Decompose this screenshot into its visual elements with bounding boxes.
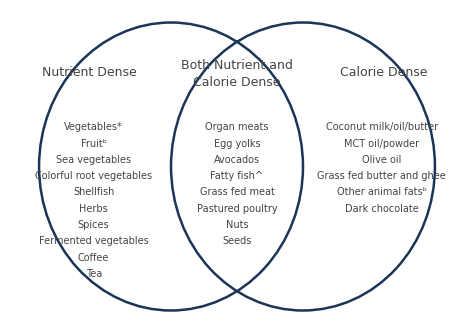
Text: Pastured poultry: Pastured poultry: [197, 204, 277, 214]
Text: Tea: Tea: [85, 269, 102, 279]
Text: Grass fed butter and ghee: Grass fed butter and ghee: [317, 171, 446, 181]
Text: Sea vegetables: Sea vegetables: [56, 155, 131, 165]
Text: Dark chocolate: Dark chocolate: [345, 204, 419, 214]
Text: Fermented vegetables: Fermented vegetables: [39, 236, 148, 246]
Text: Fatty fish^: Fatty fish^: [210, 171, 264, 181]
Text: Shellfish: Shellfish: [73, 187, 114, 197]
Text: Egg yolks: Egg yolks: [214, 139, 260, 149]
Text: Organ meats: Organ meats: [205, 122, 269, 133]
Text: Grass fed meat: Grass fed meat: [200, 187, 274, 197]
Text: Fruitᵇ: Fruitᵇ: [81, 139, 107, 149]
Text: Nutrient Dense: Nutrient Dense: [42, 66, 137, 79]
Text: Spices: Spices: [78, 220, 109, 230]
Text: Avocados: Avocados: [214, 155, 260, 165]
Text: MCT oil/powder: MCT oil/powder: [344, 139, 419, 149]
Text: Colorful root vegetables: Colorful root vegetables: [35, 171, 152, 181]
Text: Coffee: Coffee: [78, 253, 109, 263]
Text: Herbs: Herbs: [79, 204, 108, 214]
Text: Seeds: Seeds: [222, 236, 252, 246]
Text: Both Nutrient and
Calorie Dense: Both Nutrient and Calorie Dense: [181, 59, 293, 89]
Text: Other animal fatsᵇ: Other animal fatsᵇ: [337, 187, 427, 197]
Text: Nuts: Nuts: [226, 220, 248, 230]
Text: Vegetables*: Vegetables*: [64, 122, 123, 133]
Text: Coconut milk/oil/butter: Coconut milk/oil/butter: [326, 122, 438, 133]
Text: Olive oil: Olive oil: [362, 155, 401, 165]
Text: Calorie Dense: Calorie Dense: [340, 66, 427, 79]
